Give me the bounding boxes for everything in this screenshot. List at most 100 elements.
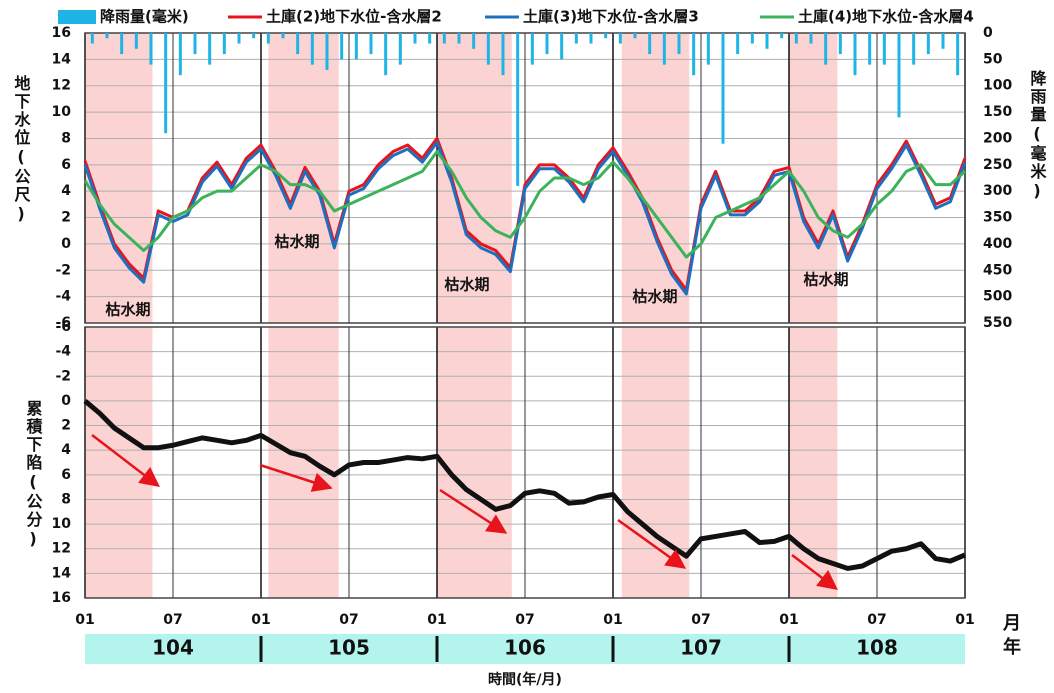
year-label: 107 [680,636,722,660]
x-tick-label: 01 [603,612,622,628]
rain-bar [545,33,549,55]
rain-bar [340,33,344,60]
x-tick-label: 01 [955,612,974,628]
y-tick-label: 2 [61,210,71,226]
legend-label: 土庫(4)地下水位-含水層4 [798,8,974,26]
dry-period [268,327,339,598]
rain-bar [384,33,388,76]
rain-bar [941,33,945,49]
rain-bar [457,33,461,44]
y2-tick-label: 450 [983,262,1012,278]
trend-arrow [791,554,838,591]
rain-bar [90,33,94,44]
x-tick-label: 07 [867,612,886,628]
rain-bar [721,33,725,144]
y-tick-label: 14 [52,565,72,581]
legend-swatch [58,10,96,24]
y-tick-label: 12 [52,541,71,557]
y2-tick-label: 550 [983,315,1012,331]
annotation: 枯水期 [803,271,848,289]
y2-tick-label: 500 [983,289,1012,305]
rain-bar [794,33,798,44]
dry-period [789,33,838,323]
year-label: 108 [856,636,898,660]
trend-arrow [91,434,160,488]
rain-bar [662,33,666,65]
legend-label: 降雨量(毫米) [100,8,189,26]
rain-bar [472,33,476,49]
rain-bar [413,33,417,44]
rain-bar [178,33,182,76]
rain-bar [252,33,256,39]
rain-bar [868,33,872,65]
rain-bar [882,33,886,65]
plot-frame [84,32,966,324]
rain-bar [398,33,402,65]
plot-layer: 1614121086420-2-4-6050100150200250300350… [52,8,1012,664]
rain-bar [956,33,960,76]
y2-axis-label: 降雨量(毫米) [1028,69,1047,202]
rain-bar [310,33,314,65]
y-tick-label: -6 [55,315,71,331]
series-line [83,140,967,296]
year-label: 105 [328,636,370,660]
x-tick-label: 01 [251,612,270,628]
series-line [83,150,967,259]
y-tick-label: 2 [61,418,71,434]
year-label: 104 [152,636,194,660]
y2-tick-label: 300 [983,183,1012,199]
rain-bar [750,33,754,44]
rain-bar [706,33,710,65]
y-tick-label: 14 [52,51,72,67]
y-tick-label: 6 [61,467,71,483]
y-tick-label: 4 [61,442,71,458]
y-tick-label: 0 [61,393,71,409]
trend-arrow [259,463,333,492]
y-tick-label: 8 [61,130,71,146]
y2-tick-label: 100 [983,78,1012,94]
annotation: 枯水期 [444,276,489,294]
rain-bar [442,33,446,44]
y-tick-label: 16 [52,25,71,41]
rain-bar [208,33,212,65]
rain-bar [516,33,520,186]
background-layer [84,32,966,599]
rain-bar [222,33,226,55]
y2-tick-label: 50 [983,51,1003,67]
rain-bar [648,33,652,55]
y2-tick-label: 250 [983,157,1012,173]
rain-bar [926,33,930,55]
rain-bar [604,33,608,39]
x-tick-label: 01 [427,612,446,628]
y-tick-label: -4 [55,344,71,360]
rain-bar [281,33,285,39]
rain-bar [618,33,622,44]
annotation: 枯水期 [105,301,150,319]
rain-bar [677,33,681,55]
y-tick-label: 8 [61,491,71,507]
rain-bar [530,33,534,65]
dry-period [621,327,690,598]
annotation: 枯水期 [274,233,319,251]
dry-period [85,327,153,598]
rain-bar [574,33,578,44]
x-unit-month: 月 [1002,613,1021,634]
rain-bar [193,33,197,55]
rain-bar [692,33,696,76]
legend-label: 土庫(3)地下水位-含水層3 [523,8,699,26]
rain-bar [164,33,168,134]
rain-bar [736,33,740,55]
x-tick-label: 01 [779,612,798,628]
rain-bar [912,33,916,65]
rain-bar [354,33,358,60]
dry-period [437,327,512,598]
series-line [83,136,967,292]
y-tick-label: -2 [55,262,71,278]
rain-bar [266,33,270,44]
y-tick-label: 16 [52,590,71,606]
annotation: 枯水期 [632,288,677,306]
series-line [83,398,966,571]
rain-bar [853,33,857,76]
rain-bar [296,33,300,55]
